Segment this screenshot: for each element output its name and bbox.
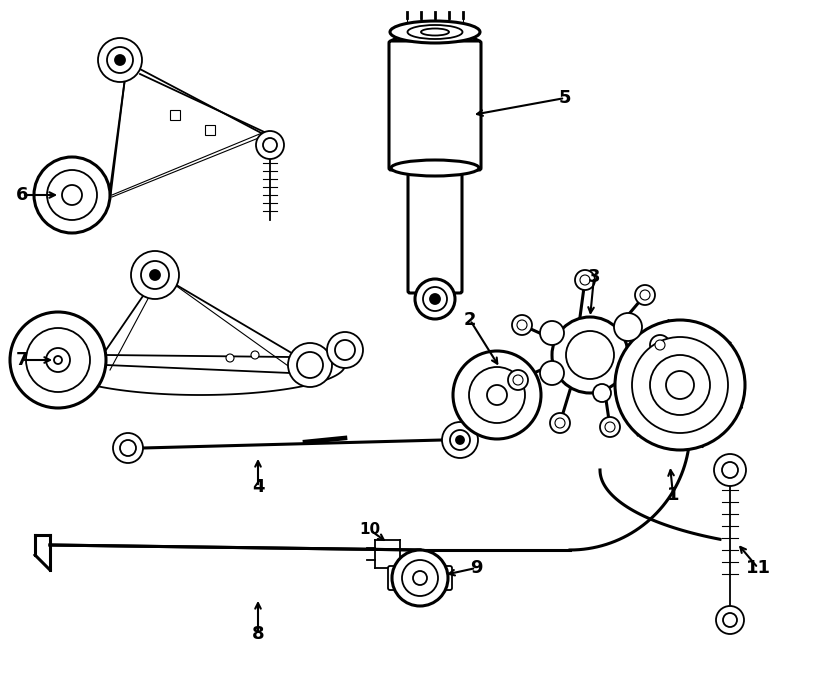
Circle shape xyxy=(26,328,90,392)
Circle shape xyxy=(453,351,541,439)
Bar xyxy=(205,125,215,135)
Text: 2: 2 xyxy=(464,311,476,329)
Ellipse shape xyxy=(390,21,480,43)
Circle shape xyxy=(131,251,179,299)
Text: 9: 9 xyxy=(469,559,483,577)
Circle shape xyxy=(288,343,332,387)
Circle shape xyxy=(552,317,628,393)
Text: 3: 3 xyxy=(588,268,600,286)
FancyBboxPatch shape xyxy=(388,566,452,590)
Circle shape xyxy=(655,340,665,350)
Circle shape xyxy=(456,436,464,444)
Circle shape xyxy=(600,417,620,437)
Circle shape xyxy=(120,440,136,456)
Ellipse shape xyxy=(408,25,463,39)
Circle shape xyxy=(115,55,125,65)
Circle shape xyxy=(263,138,277,152)
Circle shape xyxy=(605,422,615,432)
Circle shape xyxy=(327,332,363,368)
Circle shape xyxy=(34,157,110,233)
Circle shape xyxy=(508,370,528,390)
Circle shape xyxy=(575,270,595,290)
Circle shape xyxy=(442,422,478,458)
Circle shape xyxy=(540,321,564,345)
Circle shape xyxy=(297,352,323,378)
Bar xyxy=(170,110,180,120)
Circle shape xyxy=(335,340,355,360)
Circle shape xyxy=(10,312,106,408)
Circle shape xyxy=(593,384,611,402)
Circle shape xyxy=(256,131,284,159)
Circle shape xyxy=(632,337,728,433)
Text: 8: 8 xyxy=(252,625,265,643)
Circle shape xyxy=(722,462,738,478)
Circle shape xyxy=(415,279,455,319)
Circle shape xyxy=(635,285,655,305)
Ellipse shape xyxy=(391,160,479,176)
Circle shape xyxy=(226,354,234,362)
Circle shape xyxy=(141,261,169,289)
Circle shape xyxy=(54,356,62,364)
Circle shape xyxy=(450,430,470,450)
Circle shape xyxy=(566,331,614,379)
Circle shape xyxy=(47,170,97,220)
Circle shape xyxy=(413,571,427,585)
Circle shape xyxy=(62,185,82,205)
Circle shape xyxy=(512,315,532,335)
Circle shape xyxy=(555,418,565,428)
Ellipse shape xyxy=(390,34,480,52)
Circle shape xyxy=(423,287,447,311)
Circle shape xyxy=(98,38,142,82)
Circle shape xyxy=(666,371,694,399)
Text: 6: 6 xyxy=(16,186,28,204)
Circle shape xyxy=(650,335,670,355)
Circle shape xyxy=(517,320,527,330)
Circle shape xyxy=(46,348,70,372)
Circle shape xyxy=(714,454,746,486)
Text: 1: 1 xyxy=(667,486,679,504)
Circle shape xyxy=(540,361,564,385)
Text: 10: 10 xyxy=(359,522,381,538)
Circle shape xyxy=(487,385,507,405)
Circle shape xyxy=(469,367,525,423)
Circle shape xyxy=(251,351,259,359)
Circle shape xyxy=(723,613,737,627)
Circle shape xyxy=(430,294,440,304)
FancyBboxPatch shape xyxy=(408,174,462,293)
Ellipse shape xyxy=(421,29,449,36)
Circle shape xyxy=(107,47,133,73)
Circle shape xyxy=(716,606,744,634)
Circle shape xyxy=(615,320,745,450)
Text: 4: 4 xyxy=(252,478,264,496)
Circle shape xyxy=(550,413,570,433)
Circle shape xyxy=(513,375,523,385)
Circle shape xyxy=(392,550,448,606)
Circle shape xyxy=(402,560,438,596)
Text: 11: 11 xyxy=(746,559,770,577)
Circle shape xyxy=(580,275,590,285)
Circle shape xyxy=(640,290,650,300)
FancyBboxPatch shape xyxy=(389,41,481,170)
Text: 5: 5 xyxy=(559,89,571,107)
Circle shape xyxy=(614,313,642,341)
Circle shape xyxy=(677,385,692,401)
Circle shape xyxy=(113,433,143,463)
Circle shape xyxy=(150,270,160,280)
Text: 7: 7 xyxy=(16,351,28,369)
Circle shape xyxy=(650,355,710,415)
